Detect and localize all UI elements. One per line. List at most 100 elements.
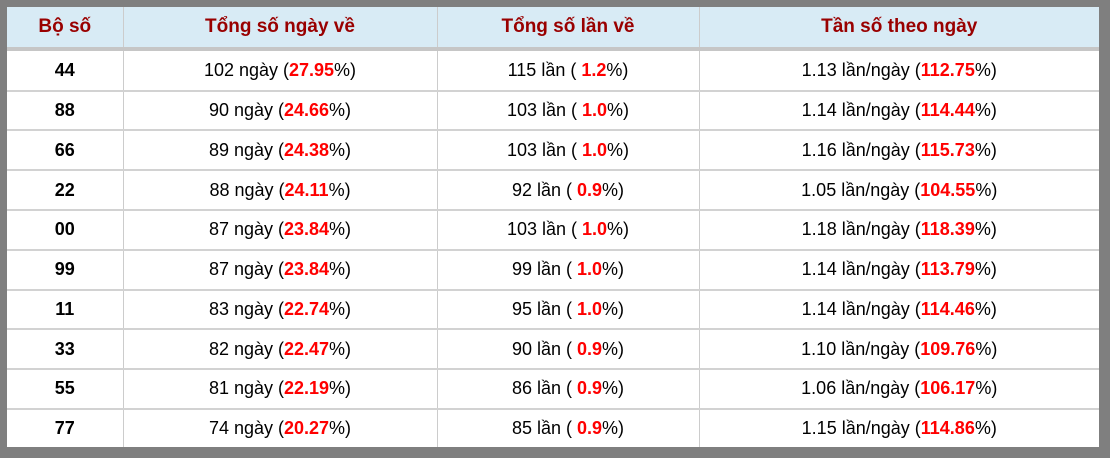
frequency-percent-close: %) <box>974 298 997 319</box>
times-percent: 1.0 <box>582 99 608 120</box>
pair-cell: 33 <box>7 328 124 370</box>
days-percent-close: %) <box>329 259 352 280</box>
times-cell: 95 lần ( 1.0%) <box>437 288 700 330</box>
days-percent: 24.38 <box>284 139 330 160</box>
frequency-percent-close: %) <box>975 338 998 359</box>
times-cell: 103 lần ( 1.0%) <box>437 208 700 250</box>
frequency-percent-close: %) <box>974 139 997 160</box>
frequency-percent: 106.17 <box>920 378 976 399</box>
times-cell: 115 lần ( 1.2%) <box>437 49 700 91</box>
times-cell: 92 lần ( 0.9%) <box>437 169 700 210</box>
table-row: 55 81 ngày (22.19%) 86 lần ( 0.9%) 1.06 … <box>7 368 1099 409</box>
times-text: 86 lần ( <box>511 378 577 399</box>
days-percent: 22.19 <box>284 378 330 399</box>
times-percent: 1.2 <box>581 59 607 80</box>
times-percent: 1.0 <box>577 298 603 319</box>
times-text: 99 lần ( <box>511 259 577 280</box>
pair-cell: 22 <box>7 169 124 210</box>
days-cell: 90 ngày (24.66%) <box>123 89 438 131</box>
frequency-percent-close: %) <box>974 417 997 438</box>
times-percent-close: %) <box>602 298 625 319</box>
days-text: 74 ngày ( <box>208 417 284 438</box>
pair-cell: 66 <box>7 129 124 171</box>
times-cell: 90 lần ( 0.9%) <box>437 328 700 370</box>
days-percent-close: %) <box>329 417 352 438</box>
days-percent-close: %) <box>329 298 352 319</box>
times-percent-close: %) <box>602 259 625 280</box>
header-pair: Bộ số <box>7 7 124 51</box>
days-percent: 27.95 <box>289 59 335 80</box>
times-percent: 0.9 <box>577 179 603 200</box>
table-row: 66 89 ngày (24.38%) 103 lần ( 1.0%) 1.16… <box>7 129 1099 171</box>
days-percent: 22.47 <box>284 338 330 359</box>
times-percent-close: %) <box>606 59 629 80</box>
times-text: 103 lần ( <box>506 219 583 240</box>
frequency-percent: 114.46 <box>920 298 975 319</box>
frequency-text: 1.14 lần/ngày ( <box>801 259 921 280</box>
days-cell: 87 ngày (23.84%) <box>123 248 438 290</box>
lottery-pair-statistics-table: Bộ số Tổng số ngày về Tổng số lần về Tần… <box>7 7 1099 447</box>
days-cell: 88 ngày (24.11%) <box>123 169 438 210</box>
header-row: Bộ số Tổng số ngày về Tổng số lần về Tần… <box>7 7 1099 51</box>
days-percent-close: %) <box>329 219 352 240</box>
frequency-text: 1.18 lần/ngày ( <box>801 219 921 240</box>
times-percent-close: %) <box>607 99 630 120</box>
frequency-cell: 1.14 lần/ngày (114.46%) <box>699 288 1099 330</box>
frequency-percent-close: %) <box>974 259 997 280</box>
days-text: 82 ngày ( <box>208 338 284 359</box>
days-percent: 23.84 <box>284 219 330 240</box>
times-text: 103 lần ( <box>506 99 583 120</box>
pair-cell: 11 <box>7 288 124 330</box>
times-cell: 103 lần ( 1.0%) <box>437 129 700 171</box>
frequency-text: 1.15 lần/ngày ( <box>801 417 921 438</box>
frequency-percent-close: %) <box>974 219 997 240</box>
times-text: 92 lần ( <box>511 179 577 200</box>
times-percent-close: %) <box>602 378 625 399</box>
times-percent-close: %) <box>607 219 630 240</box>
frequency-text: 1.13 lần/ngày ( <box>801 59 921 80</box>
times-text: 85 lần ( <box>511 417 577 438</box>
pair-cell: 00 <box>7 208 124 250</box>
times-cell: 86 lần ( 0.9%) <box>437 368 700 409</box>
table-row: 00 87 ngày (23.84%) 103 lần ( 1.0%) 1.18… <box>7 208 1099 250</box>
frequency-cell: 1.06 lần/ngày (106.17%) <box>699 368 1099 409</box>
frequency-percent-close: %) <box>975 179 998 200</box>
days-cell: 83 ngày (22.74%) <box>123 288 438 330</box>
times-cell: 103 lần ( 1.0%) <box>437 89 700 131</box>
frequency-percent-close: %) <box>975 378 998 399</box>
frequency-cell: 1.14 lần/ngày (113.79%) <box>699 248 1099 290</box>
frequency-percent: 118.39 <box>920 219 975 240</box>
header-total-days: Tổng số ngày về <box>123 7 438 51</box>
frequency-cell: 1.18 lần/ngày (118.39%) <box>699 208 1099 250</box>
days-cell: 89 ngày (24.38%) <box>123 129 438 171</box>
days-percent-close: %) <box>329 99 352 120</box>
table-row: 22 88 ngày (24.11%) 92 lần ( 0.9%) 1.05 … <box>7 169 1099 210</box>
days-percent: 20.27 <box>284 417 330 438</box>
days-percent-close: %) <box>334 59 357 80</box>
frequency-cell: 1.15 lần/ngày (114.86%) <box>699 407 1099 447</box>
pair-cell: 77 <box>7 407 124 447</box>
times-text: 103 lần ( <box>506 139 583 160</box>
days-text: 89 ngày ( <box>208 139 284 160</box>
frequency-percent: 114.44 <box>920 99 975 120</box>
days-percent-close: %) <box>329 378 352 399</box>
frequency-percent: 113.79 <box>920 259 975 280</box>
frequency-text: 1.14 lần/ngày ( <box>801 99 921 120</box>
frequency-text: 1.14 lần/ngày ( <box>801 298 921 319</box>
days-text: 87 ngày ( <box>208 219 284 240</box>
frequency-cell: 1.10 lần/ngày (109.76%) <box>699 328 1099 370</box>
frequency-cell: 1.16 lần/ngày (115.73%) <box>699 129 1099 171</box>
days-text: 81 ngày ( <box>208 378 284 399</box>
days-text: 90 ngày ( <box>208 99 284 120</box>
times-cell: 85 lần ( 0.9%) <box>437 407 700 447</box>
table-row: 99 87 ngày (23.84%) 99 lần ( 1.0%) 1.14 … <box>7 248 1099 290</box>
frequency-text: 1.06 lần/ngày ( <box>801 378 921 399</box>
frequency-percent: 112.75 <box>920 59 975 80</box>
table-body: 44 102 ngày (27.95%) 115 lần ( 1.2%) 1.1… <box>7 49 1099 447</box>
days-percent-close: %) <box>329 338 352 359</box>
frequency-percent: 115.73 <box>920 139 975 160</box>
frequency-percent: 114.86 <box>920 417 975 438</box>
days-percent-close: %) <box>329 139 352 160</box>
days-percent: 24.66 <box>284 99 330 120</box>
